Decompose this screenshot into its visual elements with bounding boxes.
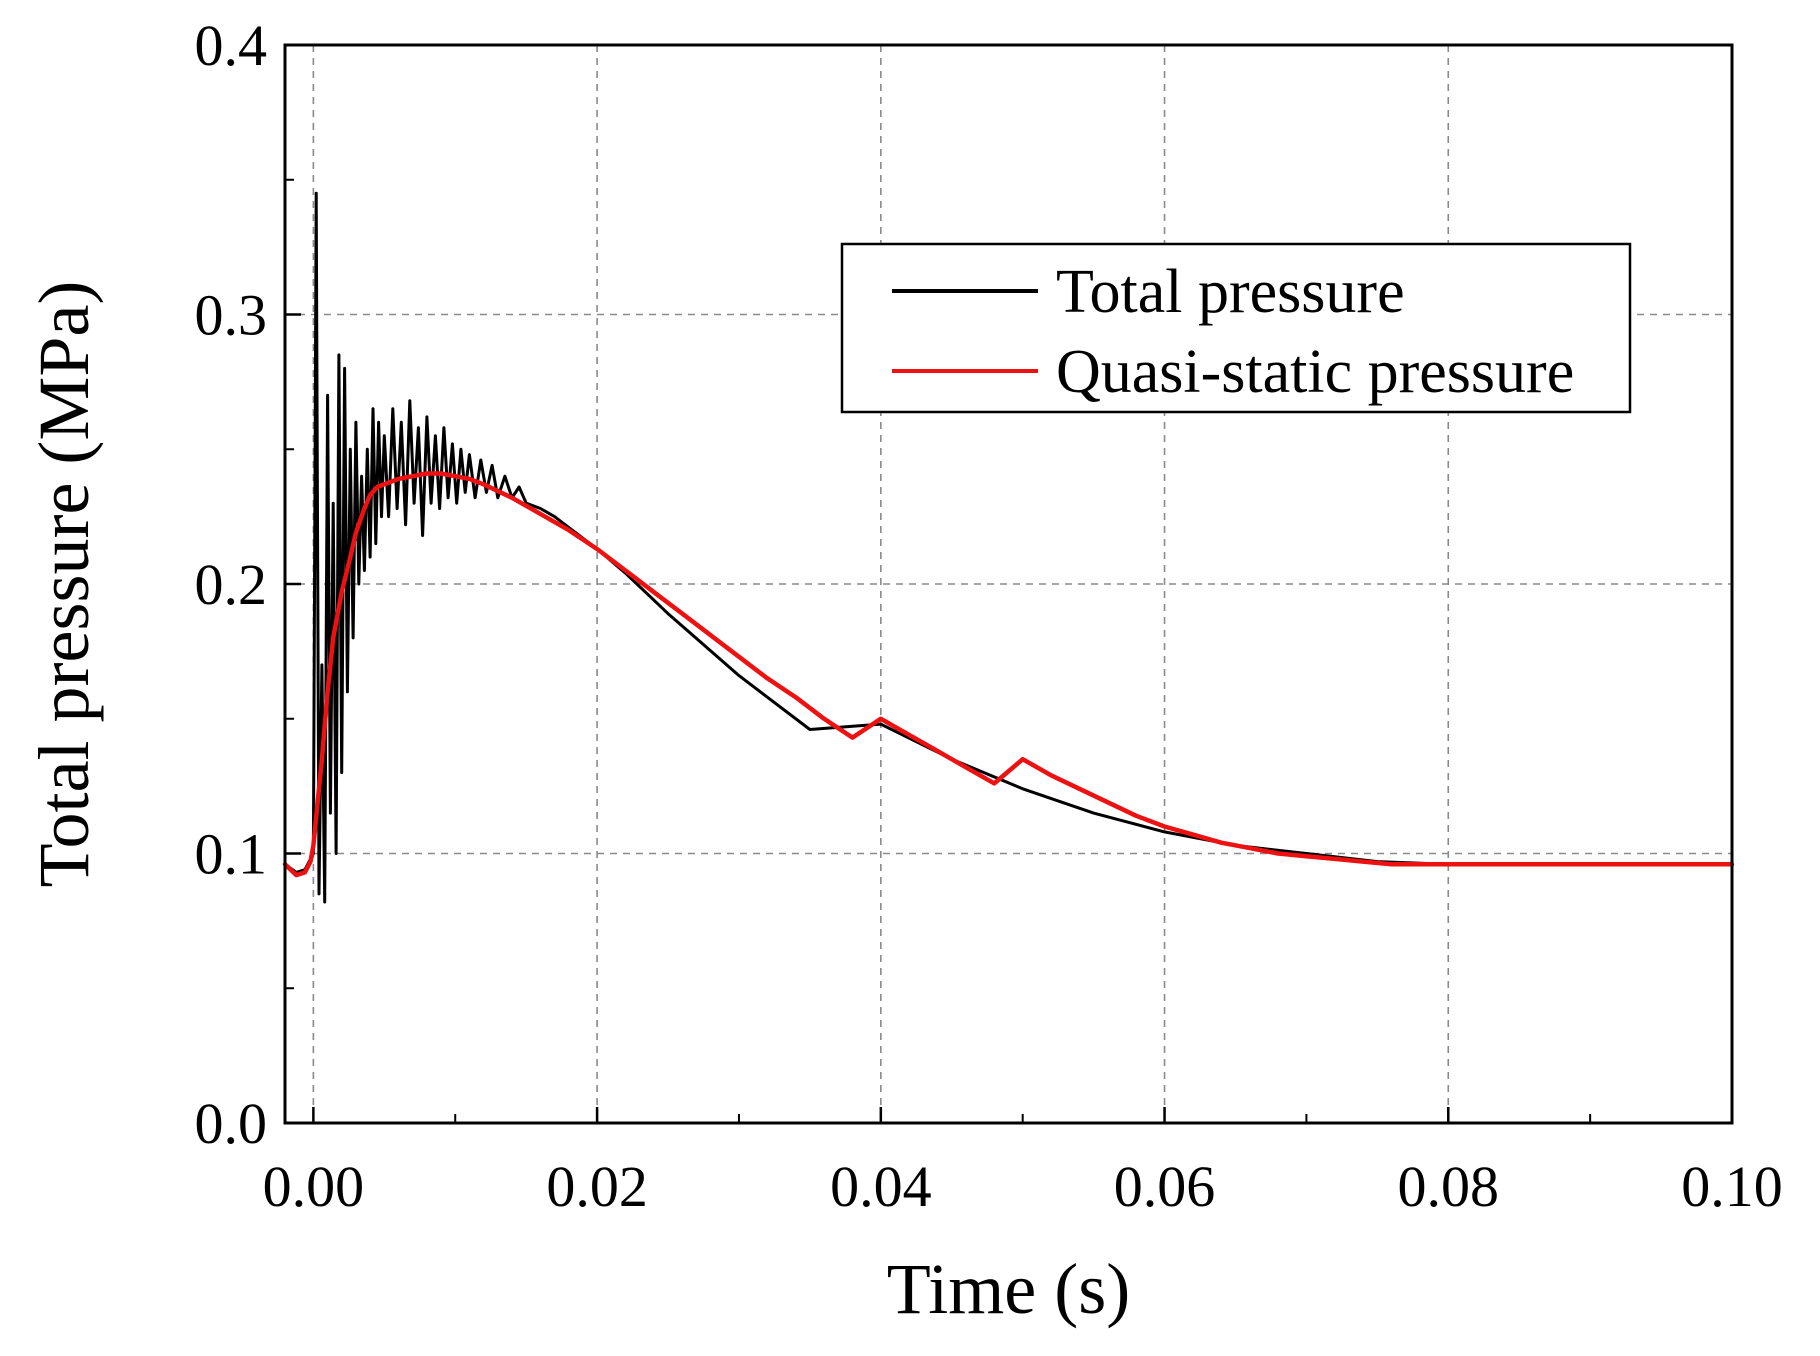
legend-label-total-pressure: Total pressure <box>1056 258 1405 326</box>
x-tick-labels: 0.00 0.02 0.04 0.06 0.08 0.10 <box>263 1154 1783 1219</box>
x-tick-label: 0.04 <box>830 1154 932 1219</box>
series-line-quasi-static-pressure <box>282 471 1735 878</box>
y-tick-label: 0.4 <box>195 13 268 78</box>
series-lines <box>282 191 1735 904</box>
y-tick-label: 0.2 <box>195 552 268 617</box>
x-tick-label: 0.00 <box>263 1154 365 1219</box>
legend-box <box>840 242 1632 414</box>
legend: Total pressure Quasi-static pressure <box>840 242 1632 414</box>
y-tick-labels: 0.0 0.1 0.2 0.3 0.4 <box>195 13 268 1156</box>
axis-ticks <box>285 43 1734 1125</box>
y-tick-label: 0.3 <box>195 283 268 348</box>
x-tick-label: 0.02 <box>546 1154 648 1219</box>
x-axis-title: Time (s) <box>887 1249 1130 1329</box>
x-tick-label: 0.08 <box>1398 1154 1500 1219</box>
y-tick-label: 0.0 <box>195 1091 268 1156</box>
legend-label-quasi-static-pressure: Quasi-static pressure <box>1056 338 1574 406</box>
y-axis-title: Total pressure (MPa) <box>24 281 104 888</box>
y-tick-label: 0.1 <box>195 822 268 887</box>
x-tick-label: 0.06 <box>1114 1154 1216 1219</box>
x-tick-label: 0.10 <box>1681 1154 1783 1219</box>
series-line-total-pressure <box>283 191 1734 904</box>
